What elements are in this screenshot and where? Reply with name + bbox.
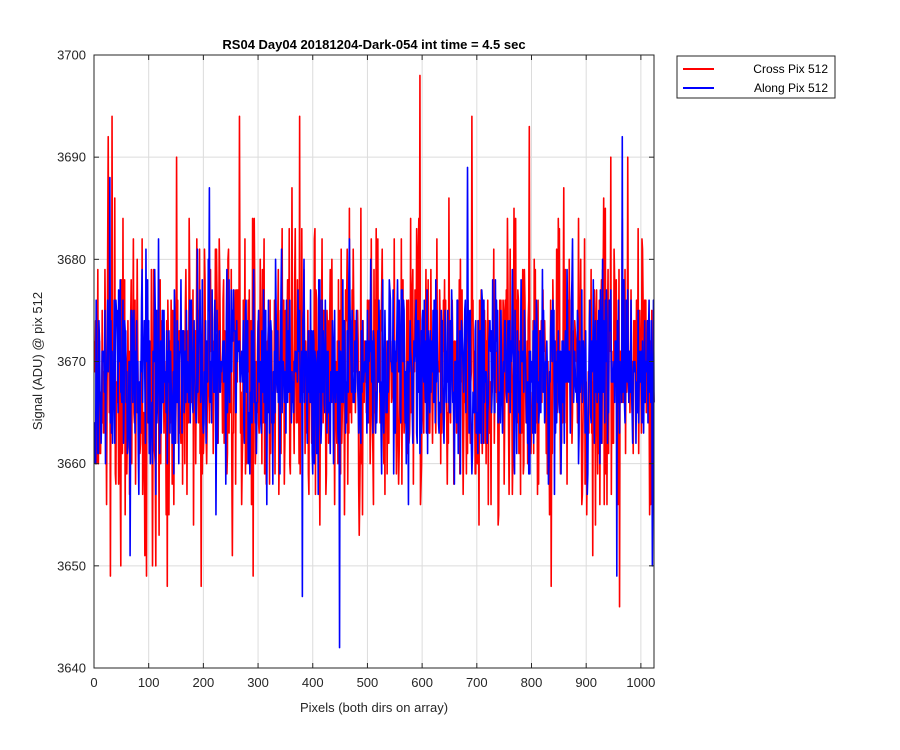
y-tick-label: 3650 [57, 558, 86, 573]
x-tick-label: 400 [302, 675, 324, 690]
y-axis-label: Signal (ADU) @ pix 512 [30, 292, 45, 430]
x-tick-label: 100 [138, 675, 160, 690]
legend: Cross Pix 512 Along Pix 512 [676, 55, 836, 99]
y-tick-label: 3680 [57, 252, 86, 267]
x-tick-label: 500 [357, 675, 379, 690]
x-tick-label: 1000 [626, 675, 655, 690]
series-layer [93, 74, 655, 649]
x-tick-label: 200 [193, 675, 215, 690]
x-axis-label: Pixels (both dirs on array) [300, 700, 448, 715]
chart-title: RS04 Day04 20181204-Dark-054 int time = … [222, 37, 525, 52]
series-line-along-pix-512 [93, 135, 655, 649]
y-tick-label: 3670 [57, 354, 86, 369]
x-tick-label: 0 [90, 675, 97, 690]
y-tick-label: 3700 [57, 48, 86, 63]
y-tick-label: 3660 [57, 456, 86, 471]
x-tick-label: 300 [247, 675, 269, 690]
x-tick-label: 700 [466, 675, 488, 690]
x-tick-label: 800 [521, 675, 543, 690]
legend-label-along: Along Pix 512 [754, 81, 828, 95]
y-tick-label: 3690 [57, 150, 86, 165]
x-tick-label: 900 [575, 675, 597, 690]
x-tick-label: 600 [411, 675, 433, 690]
legend-label-cross: Cross Pix 512 [753, 62, 828, 76]
legend-box [676, 55, 836, 99]
axis-layer: 0 100 200 300 400 500 600 700 800 900 1000 3640 3650… [57, 48, 655, 691]
y-tick-label: 3640 [57, 661, 86, 676]
